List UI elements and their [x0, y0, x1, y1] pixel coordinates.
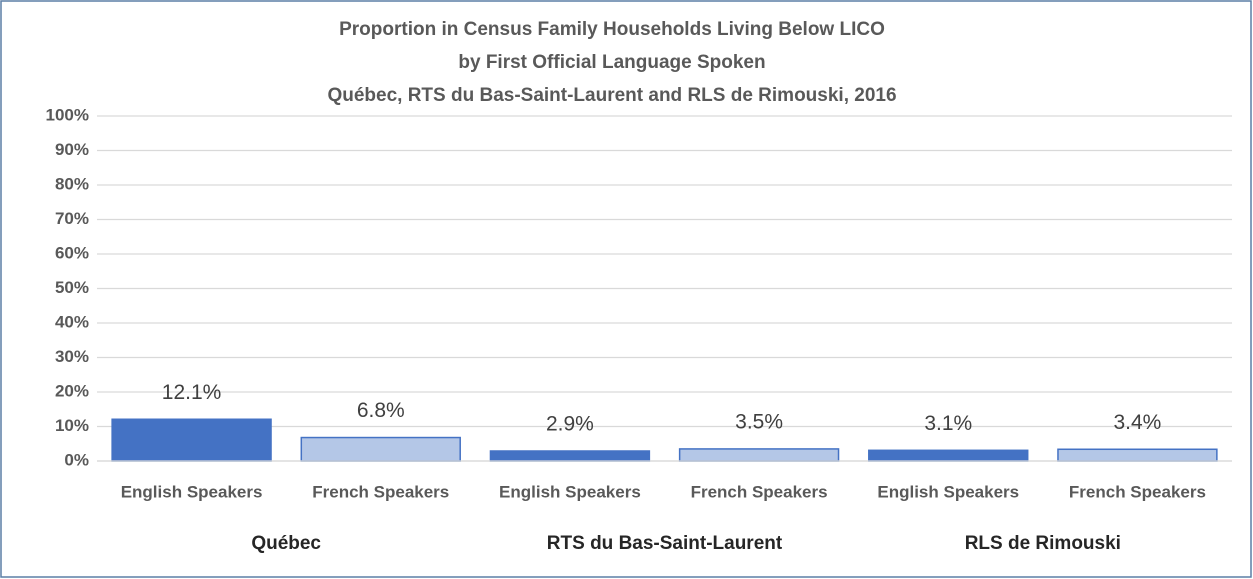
y-tick-label: 30%	[55, 347, 89, 366]
x-tick-label: English Speakers	[121, 482, 263, 501]
x-tick-label: French Speakers	[691, 482, 828, 501]
y-tick-label: 10%	[55, 416, 89, 435]
y-tick-label: 40%	[55, 312, 89, 331]
chart-title: by First Official Language Spoken	[458, 52, 765, 73]
value-label: 3.5%	[735, 410, 783, 433]
x-tick-label: French Speakers	[1069, 482, 1206, 501]
group-label: Québec	[251, 533, 321, 554]
value-label: 2.9%	[546, 413, 594, 436]
y-tick-label: 100%	[46, 105, 89, 124]
value-label: 12.1%	[162, 381, 222, 404]
bar	[111, 418, 272, 462]
x-tick-label: English Speakers	[877, 482, 1019, 501]
x-tick-label: French Speakers	[312, 482, 449, 501]
bar	[678, 448, 840, 462]
chart-title: Proportion in Census Family Households L…	[339, 19, 885, 40]
bar	[1057, 448, 1218, 462]
value-label: 6.8%	[357, 399, 405, 422]
y-tick-label: 80%	[55, 174, 89, 193]
bar	[868, 449, 1029, 462]
chart-title: Québec, RTS du Bas-Saint-Laurent and RLS…	[327, 85, 896, 106]
group-label: RLS de Rimouski	[965, 533, 1121, 554]
bar	[489, 450, 651, 462]
y-tick-label: 70%	[55, 209, 89, 228]
y-tick-label: 90%	[55, 140, 89, 159]
y-tick-label: 50%	[55, 278, 89, 297]
value-label: 3.1%	[924, 412, 972, 435]
y-tick-label: 0%	[64, 450, 89, 469]
bar	[300, 436, 461, 462]
y-tick-label: 60%	[55, 243, 89, 262]
group-label: RTS du Bas-Saint-Laurent	[547, 533, 783, 554]
value-label: 3.4%	[1113, 411, 1161, 434]
y-tick-label: 20%	[55, 381, 89, 400]
x-tick-label: English Speakers	[499, 482, 641, 501]
